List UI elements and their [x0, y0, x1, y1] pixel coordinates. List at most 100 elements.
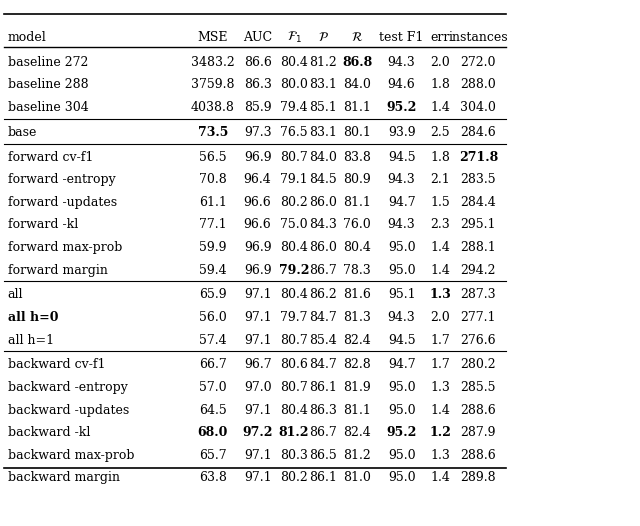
Text: baseline 272: baseline 272: [8, 56, 88, 69]
Text: 59.9: 59.9: [199, 241, 227, 254]
Text: 81.1: 81.1: [343, 403, 371, 417]
Text: 76.0: 76.0: [343, 218, 371, 231]
Text: 2.5: 2.5: [430, 126, 450, 139]
Text: 2.0: 2.0: [430, 56, 450, 69]
Text: model: model: [8, 31, 47, 44]
Text: 80.7: 80.7: [280, 381, 308, 394]
Text: 96.7: 96.7: [244, 358, 271, 371]
Text: $\mathcal{F}_1$: $\mathcal{F}_1$: [287, 30, 301, 45]
Text: $\mathcal{R}$: $\mathcal{R}$: [351, 31, 364, 44]
Text: 97.2: 97.2: [243, 426, 273, 439]
Text: 80.4: 80.4: [280, 241, 308, 254]
Text: backward -kl: backward -kl: [8, 426, 90, 439]
Text: 78.3: 78.3: [343, 264, 371, 277]
Text: 81.0: 81.0: [343, 471, 371, 484]
Text: 1.2: 1.2: [429, 426, 451, 439]
Text: 66.7: 66.7: [199, 358, 227, 371]
Text: 80.2: 80.2: [280, 471, 308, 484]
Text: 80.1: 80.1: [343, 126, 371, 139]
Text: 96.9: 96.9: [244, 241, 271, 254]
Text: 81.3: 81.3: [343, 311, 371, 324]
Text: 86.0: 86.0: [309, 241, 337, 254]
Text: 1.4: 1.4: [430, 264, 450, 277]
Text: 2.3: 2.3: [430, 218, 450, 231]
Text: 84.0: 84.0: [309, 150, 337, 164]
Text: 95.0: 95.0: [388, 449, 415, 462]
Text: 86.2: 86.2: [309, 288, 337, 301]
Text: 80.3: 80.3: [280, 449, 308, 462]
Text: 80.4: 80.4: [280, 56, 308, 69]
Text: 288.0: 288.0: [461, 78, 496, 92]
Text: instances: instances: [449, 31, 508, 44]
Text: 95.0: 95.0: [388, 264, 415, 277]
Text: 94.3: 94.3: [388, 56, 415, 69]
Text: 2.1: 2.1: [430, 173, 450, 186]
Text: 56.5: 56.5: [199, 150, 227, 164]
Text: 95.0: 95.0: [388, 241, 415, 254]
Text: 97.3: 97.3: [244, 126, 271, 139]
Text: 57.0: 57.0: [199, 381, 227, 394]
Text: backward -updates: backward -updates: [8, 403, 129, 417]
Text: 84.3: 84.3: [309, 218, 337, 231]
Text: backward max-prob: backward max-prob: [8, 449, 134, 462]
Text: backward margin: backward margin: [8, 471, 120, 484]
Text: 96.6: 96.6: [244, 218, 271, 231]
Text: 97.0: 97.0: [244, 381, 271, 394]
Text: 81.2: 81.2: [309, 56, 337, 69]
Text: 81.2: 81.2: [343, 449, 371, 462]
Text: forward -kl: forward -kl: [8, 218, 78, 231]
Text: baseline 288: baseline 288: [8, 78, 88, 92]
Text: 80.9: 80.9: [343, 173, 371, 186]
Text: 97.1: 97.1: [244, 403, 271, 417]
Text: 79.1: 79.1: [280, 173, 308, 186]
Text: 86.3: 86.3: [244, 78, 271, 92]
Text: all h=0: all h=0: [8, 311, 58, 324]
Text: 1.3: 1.3: [429, 288, 451, 301]
Text: 65.7: 65.7: [199, 449, 227, 462]
Text: 288.6: 288.6: [461, 449, 496, 462]
Text: 81.1: 81.1: [343, 101, 371, 114]
Text: 56.0: 56.0: [199, 311, 227, 324]
Text: 280.2: 280.2: [461, 358, 496, 371]
Text: 61.1: 61.1: [199, 196, 227, 209]
Text: 97.1: 97.1: [244, 333, 271, 347]
Text: 287.9: 287.9: [461, 426, 496, 439]
Text: 84.5: 84.5: [309, 173, 337, 186]
Text: 64.5: 64.5: [199, 403, 227, 417]
Text: 94.7: 94.7: [388, 196, 415, 209]
Text: 86.0: 86.0: [309, 196, 337, 209]
Text: 95.2: 95.2: [387, 101, 417, 114]
Text: 65.9: 65.9: [199, 288, 227, 301]
Text: forward -updates: forward -updates: [8, 196, 117, 209]
Text: 83.1: 83.1: [309, 78, 337, 92]
Text: 80.2: 80.2: [280, 196, 308, 209]
Text: 86.8: 86.8: [342, 56, 372, 69]
Text: 284.4: 284.4: [461, 196, 496, 209]
Text: 84.7: 84.7: [309, 358, 337, 371]
Text: 80.6: 80.6: [280, 358, 308, 371]
Text: 80.7: 80.7: [280, 333, 308, 347]
Text: 1.4: 1.4: [430, 101, 450, 114]
Text: test F1: test F1: [380, 31, 424, 44]
Text: 75.0: 75.0: [280, 218, 308, 231]
Text: forward margin: forward margin: [8, 264, 108, 277]
Text: 96.6: 96.6: [244, 196, 271, 209]
Text: 94.3: 94.3: [388, 173, 415, 186]
Text: 81.6: 81.6: [343, 288, 371, 301]
Text: 76.5: 76.5: [280, 126, 308, 139]
Text: 94.6: 94.6: [388, 78, 415, 92]
Text: 1.3: 1.3: [430, 381, 450, 394]
Text: 96.9: 96.9: [244, 264, 271, 277]
Text: 1.7: 1.7: [430, 358, 450, 371]
Text: 81.2: 81.2: [279, 426, 309, 439]
Text: 95.2: 95.2: [387, 426, 417, 439]
Text: backward -entropy: backward -entropy: [8, 381, 127, 394]
Text: 283.5: 283.5: [461, 173, 496, 186]
Text: 84.7: 84.7: [309, 311, 337, 324]
Text: 276.6: 276.6: [461, 333, 496, 347]
Text: 304.0: 304.0: [460, 101, 497, 114]
Text: 97.1: 97.1: [244, 311, 271, 324]
Text: 95.1: 95.1: [388, 288, 415, 301]
Text: 93.9: 93.9: [388, 126, 415, 139]
Text: 96.4: 96.4: [244, 173, 271, 186]
